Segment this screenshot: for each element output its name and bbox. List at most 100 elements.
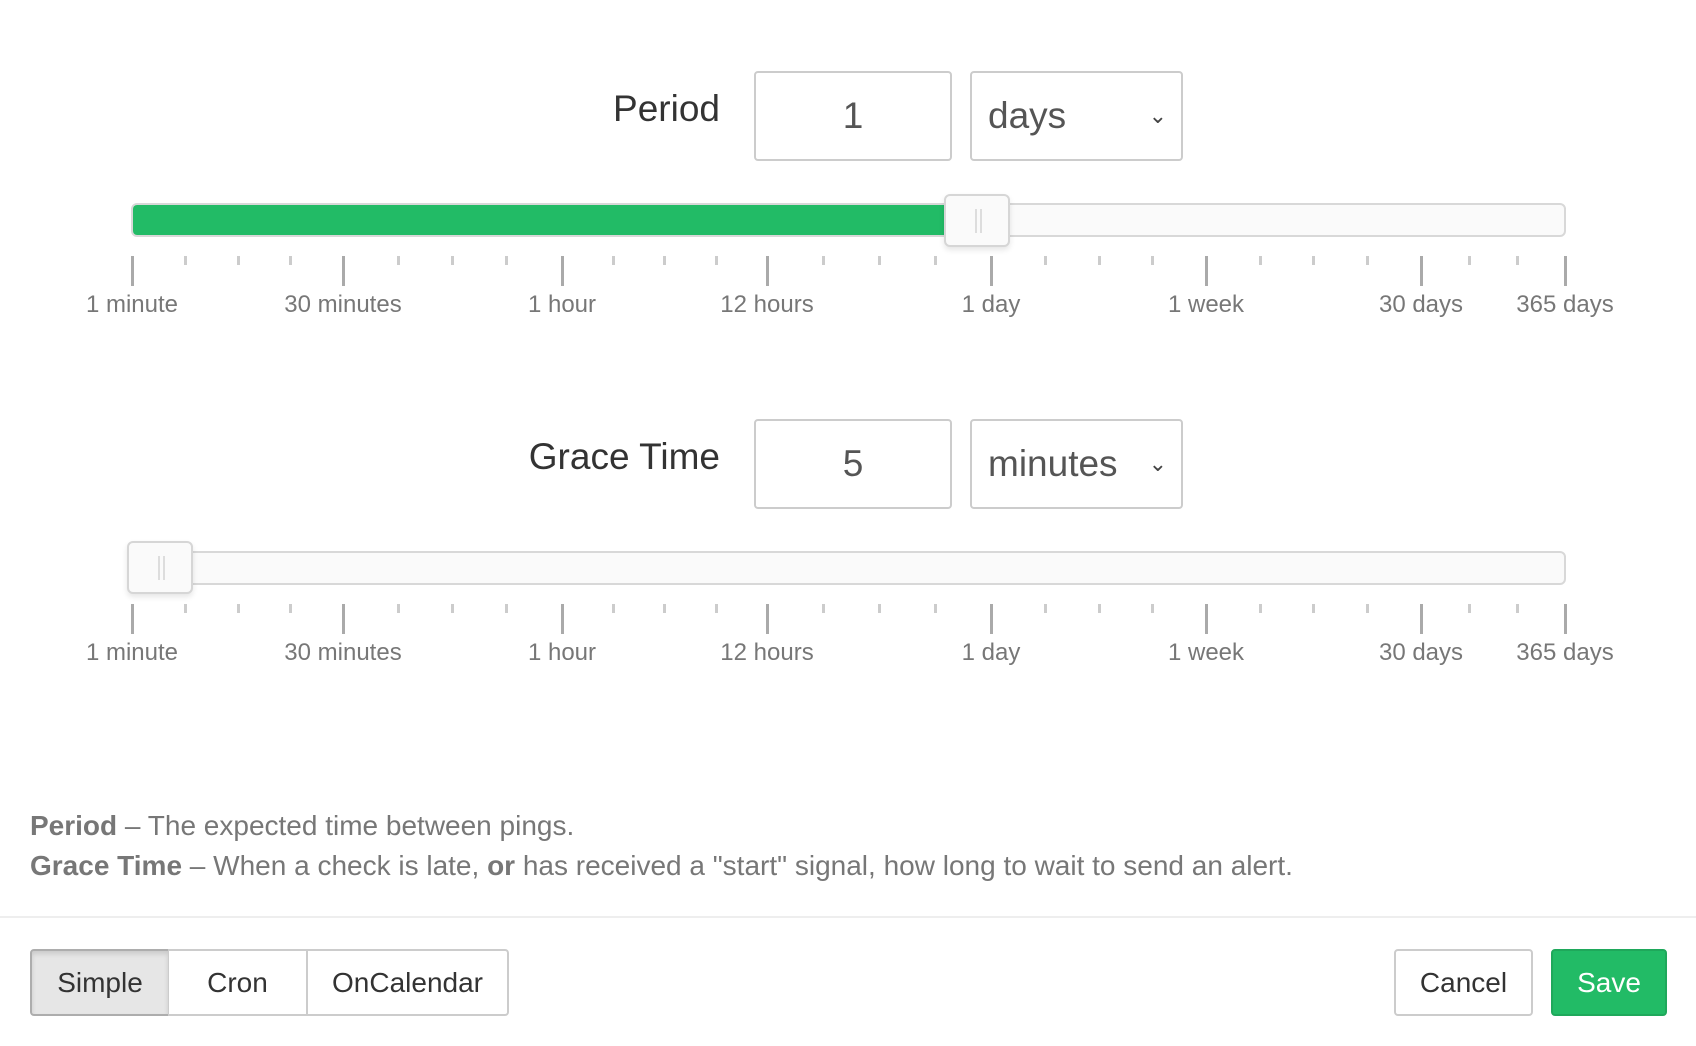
tick-label: 1 minute [85,291,179,318]
help-grace-text-2: has received a "start" signal, how long … [515,850,1293,881]
help-grace-text: – When a check is late, [182,850,488,881]
minor-tick [878,604,881,613]
major-tick [561,604,564,634]
mode-simple-button[interactable]: Simple [30,949,170,1016]
major-tick [1420,604,1423,634]
grace-slider-handle[interactable] [127,541,193,594]
major-tick [1564,604,1567,634]
minor-tick [934,256,937,265]
major-tick [1205,604,1208,634]
minor-tick [1098,604,1101,613]
major-tick [1564,256,1567,286]
minor-tick [1468,604,1471,613]
minor-tick [1044,256,1047,265]
tick-label: 12 hours [720,639,814,666]
minor-tick [612,256,615,265]
tick-label: 1 hour [527,639,597,666]
minor-tick [715,256,718,265]
period-value-input[interactable]: 1 [754,71,952,161]
minor-tick [184,256,187,265]
help-period: Period – The expected time between pings… [30,810,574,842]
grace-unit-value: minutes [988,443,1118,484]
minor-tick [184,604,187,613]
minor-tick [1366,256,1369,265]
tick-label: 1 week [1167,639,1245,666]
mode-cron-button[interactable]: Cron [168,949,308,1016]
major-tick [990,604,993,634]
period-unit-value: days [988,95,1067,136]
minor-tick [1468,256,1471,265]
tick-label: 365 days [1516,639,1614,666]
minor-tick [237,256,240,265]
tick-label: 30 minutes [284,639,402,666]
minor-tick [451,256,454,265]
minor-tick [289,604,292,613]
tick-label: 30 days [1378,291,1464,318]
minor-tick [397,256,400,265]
minor-tick [612,604,615,613]
cancel-button[interactable]: Cancel [1394,949,1533,1016]
minor-tick [237,604,240,613]
minor-tick [1151,604,1154,613]
minor-tick [1516,604,1519,613]
tick-label: 365 days [1516,291,1614,318]
period-slider-fill [133,205,983,235]
major-tick [766,256,769,286]
tick-label: 1 week [1167,291,1245,318]
major-tick [342,256,345,286]
grace-slider-track[interactable] [131,551,1566,585]
major-tick [561,256,564,286]
major-tick [990,256,993,286]
minor-tick [878,256,881,265]
tick-label: 30 minutes [284,291,402,318]
grace-unit-select[interactable]: minutes ⌄ [970,419,1183,509]
chevron-down-icon: ⌄ [1148,451,1167,476]
minor-tick [715,604,718,613]
save-button[interactable]: Save [1551,949,1667,1016]
minor-tick [1312,604,1315,613]
minor-tick [1098,256,1101,265]
help-period-term: Period [30,810,118,841]
period-label: Period [613,88,720,129]
minor-tick [1366,604,1369,613]
chevron-down-icon: ⌄ [1148,103,1167,128]
tick-label: 1 day [961,291,1021,318]
period-unit-select[interactable]: days ⌄ [970,71,1183,161]
tick-label: 1 minute [85,639,179,666]
minor-tick [663,604,666,613]
major-tick [766,604,769,634]
minor-tick [663,256,666,265]
major-tick [342,604,345,634]
major-tick [131,256,134,286]
minor-tick [1312,256,1315,265]
help-period-text: – The expected time between pings. [117,810,575,841]
major-tick [1205,256,1208,286]
tick-label: 12 hours [720,291,814,318]
minor-tick [451,604,454,613]
minor-tick [1516,256,1519,265]
minor-tick [1259,256,1262,265]
minor-tick [934,604,937,613]
minor-tick [505,256,508,265]
tick-label: 1 hour [527,291,597,318]
minor-tick [1259,604,1262,613]
minor-tick [1151,256,1154,265]
minor-tick [1044,604,1047,613]
minor-tick [822,604,825,613]
help-grace-term: Grace Time [30,850,183,881]
minor-tick [397,604,400,613]
minor-tick [505,604,508,613]
grace-value-input[interactable]: 5 [754,419,952,509]
period-slider-handle[interactable] [943,194,1010,247]
major-tick [131,604,134,634]
mode-oncalendar-button[interactable]: OnCalendar [307,949,509,1016]
help-grace-or: or [487,850,516,881]
major-tick [1420,256,1423,286]
footer-divider [0,916,1696,918]
tick-label: 1 day [961,639,1021,666]
grace-label: Grace Time [528,436,720,477]
minor-tick [289,256,292,265]
help-grace: Grace Time – When a check is late, or ha… [30,850,1293,882]
period-slider-track[interactable] [131,203,1566,237]
tick-label: 30 days [1378,639,1464,666]
